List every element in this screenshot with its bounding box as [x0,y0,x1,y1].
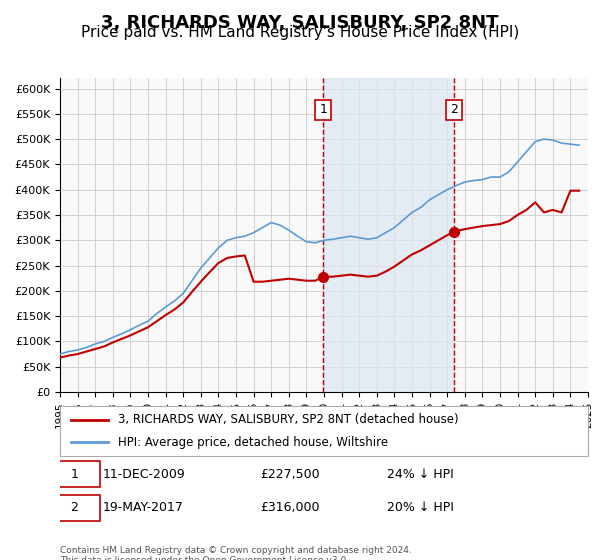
FancyBboxPatch shape [60,406,588,456]
Text: 1: 1 [319,103,327,116]
Text: 11-DEC-2009: 11-DEC-2009 [102,468,185,481]
Text: 1: 1 [70,468,78,481]
FancyBboxPatch shape [49,461,100,487]
Text: £316,000: £316,000 [260,501,320,515]
Text: HPI: Average price, detached house, Wiltshire: HPI: Average price, detached house, Wilt… [118,436,388,449]
Text: Contains HM Land Registry data © Crown copyright and database right 2024.
This d: Contains HM Land Registry data © Crown c… [60,546,412,560]
Bar [323,78,454,392]
Text: 20% ↓ HPI: 20% ↓ HPI [388,501,454,515]
FancyBboxPatch shape [49,495,100,521]
Text: £227,500: £227,500 [260,468,320,481]
Text: 2: 2 [450,103,458,116]
Text: 19-MAY-2017: 19-MAY-2017 [102,501,183,515]
Text: Price paid vs. HM Land Registry's House Price Index (HPI): Price paid vs. HM Land Registry's House … [81,25,519,40]
Text: 3, RICHARDS WAY, SALISBURY, SP2 8NT: 3, RICHARDS WAY, SALISBURY, SP2 8NT [101,14,499,32]
Text: 24% ↓ HPI: 24% ↓ HPI [388,468,454,481]
Text: 2: 2 [70,501,78,515]
Text: 3, RICHARDS WAY, SALISBURY, SP2 8NT (detached house): 3, RICHARDS WAY, SALISBURY, SP2 8NT (det… [118,413,459,426]
